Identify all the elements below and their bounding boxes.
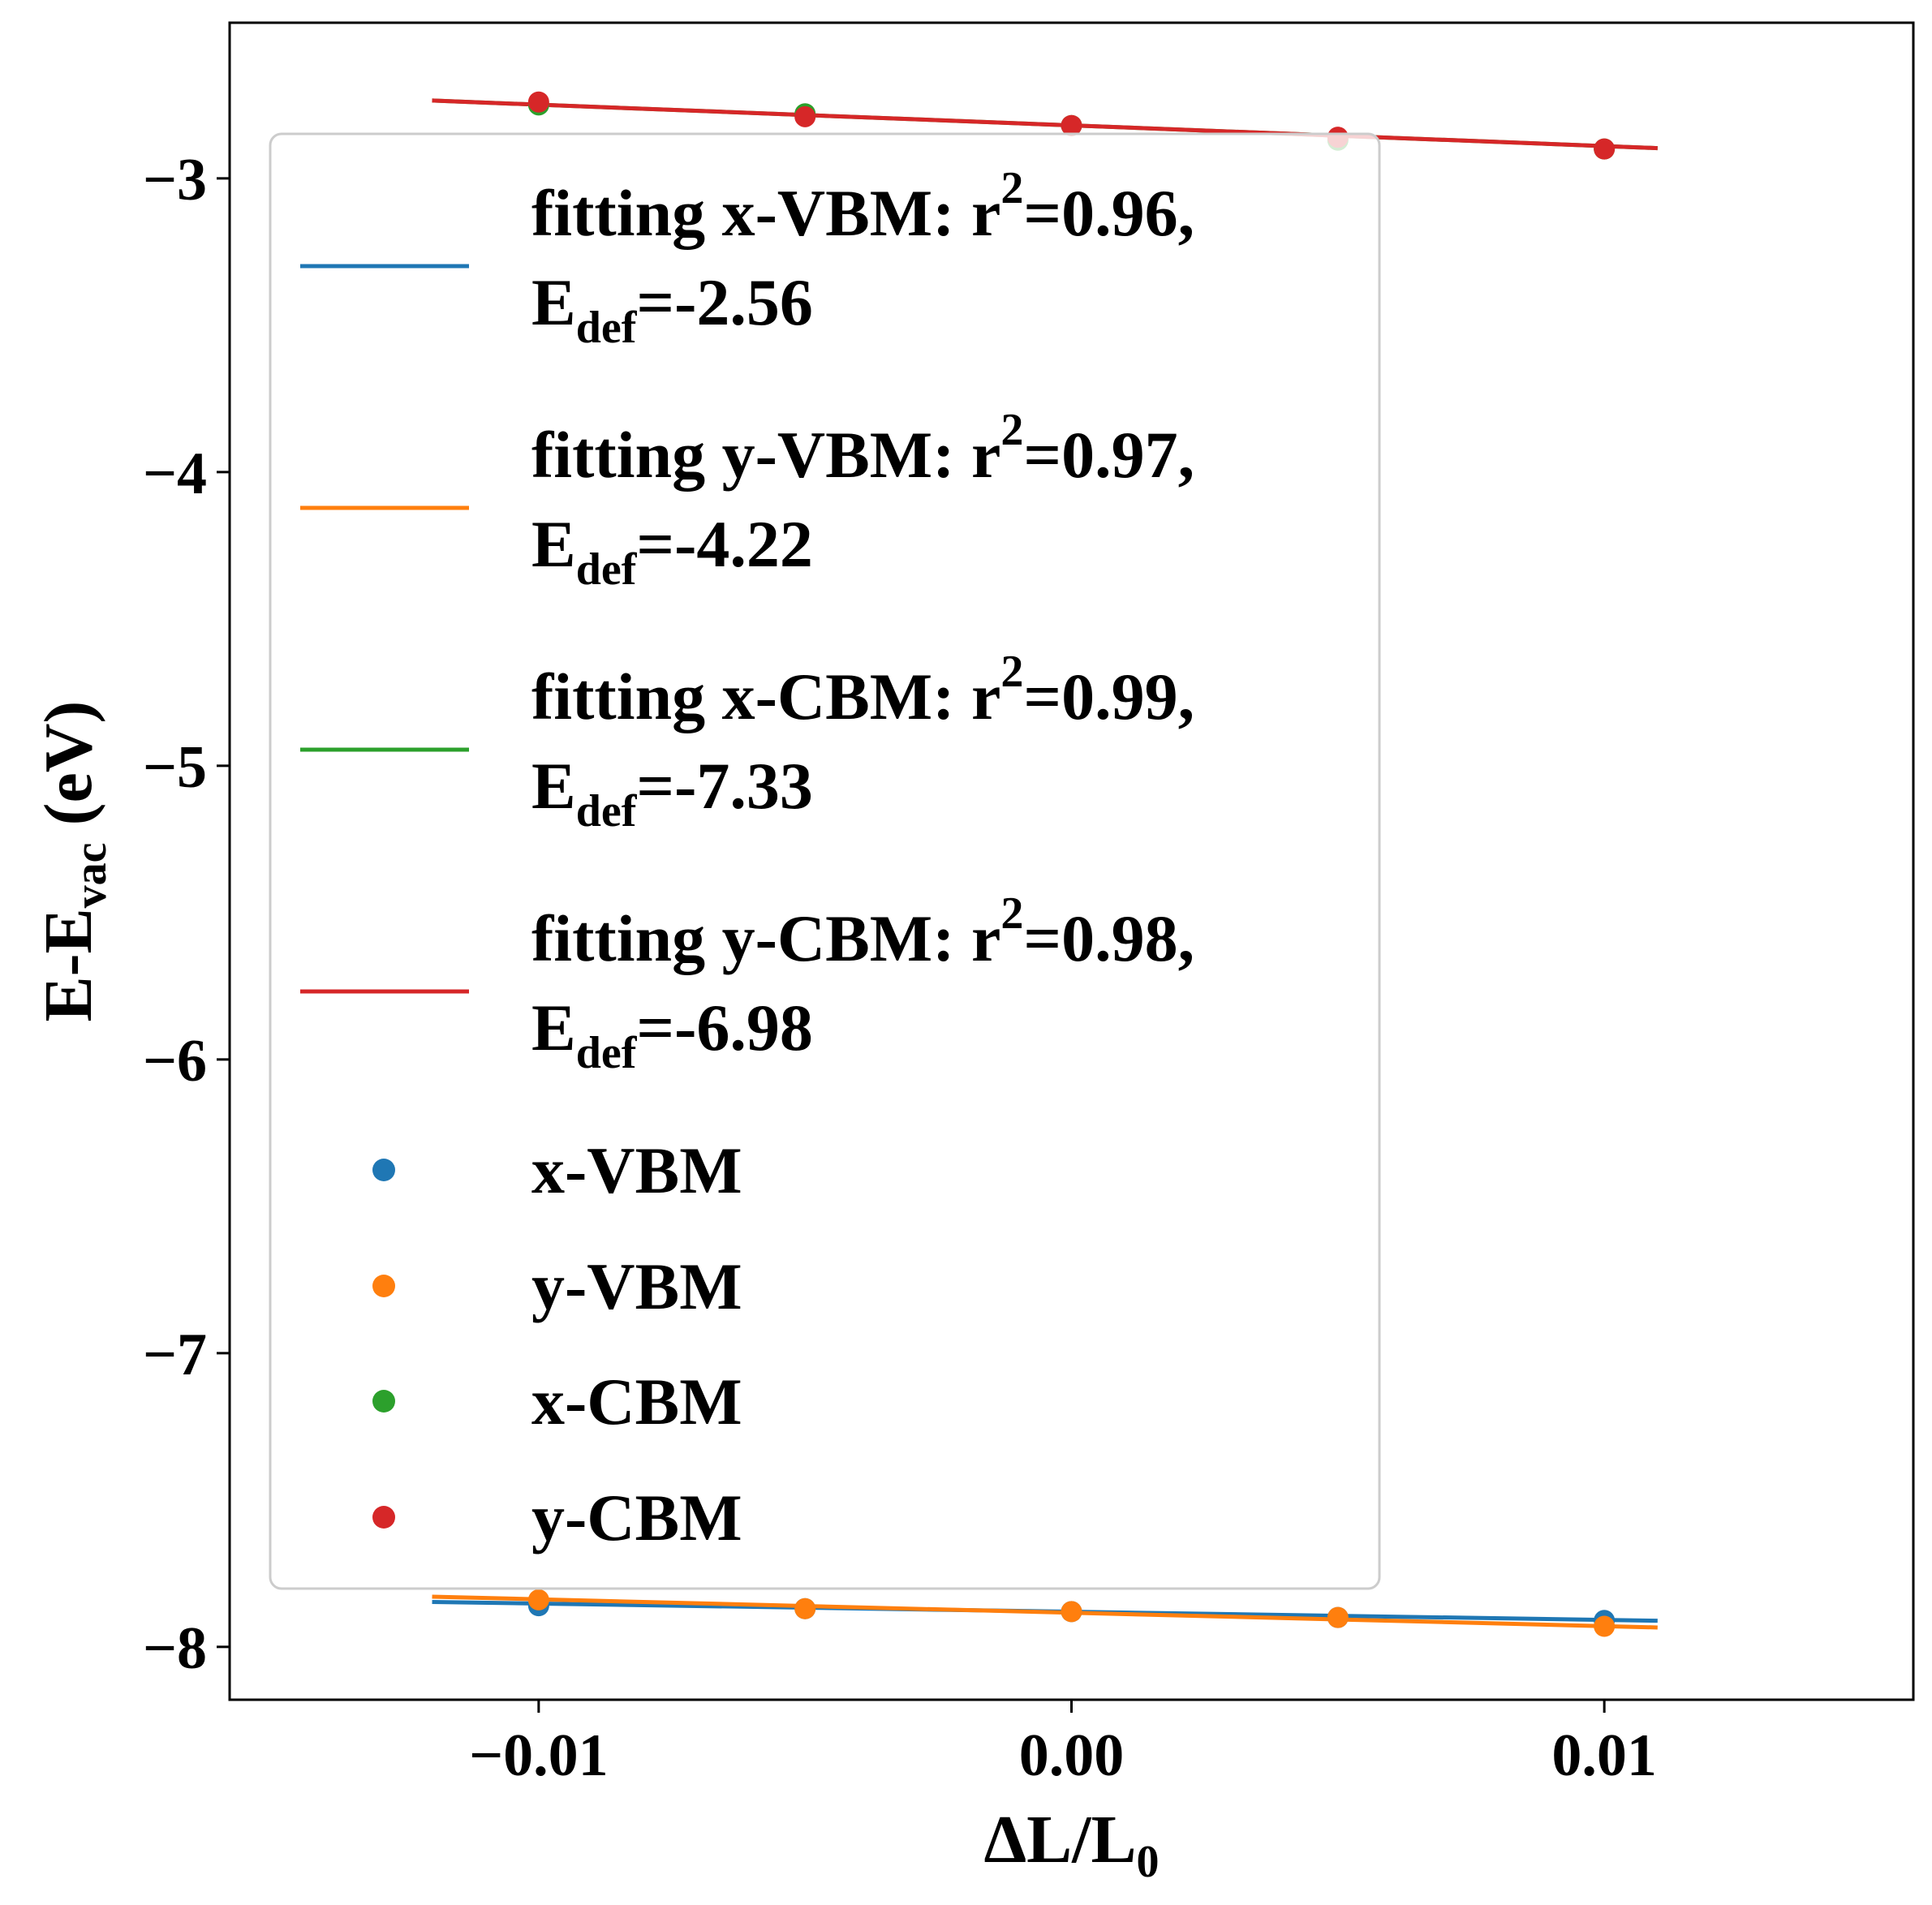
legend-edef-label-y-cbm: Edef=-6.98 — [531, 991, 813, 1078]
legend-edef-subscript: def — [576, 303, 638, 353]
legend-edef-subscript: def — [576, 1028, 638, 1078]
legend-edef-label-x-cbm: Edef=-7.33 — [531, 749, 813, 836]
plot-area — [432, 91, 1658, 1637]
legend-edef-main: E — [531, 991, 576, 1064]
point-y-cbm-0 — [527, 91, 549, 113]
legend-fit-text: fitting y-VBM: r — [531, 418, 1000, 492]
legend-marker-y-vbm — [372, 1275, 395, 1297]
fit-line-y-vbm — [432, 1594, 1658, 1630]
x-axis-label-main: ΔL/L — [983, 1802, 1136, 1877]
axis-ticks: −0.01 0.00 0.01 −3 −4 −5 −6 −7 −8 — [143, 147, 1657, 1789]
legend-fit-text: fitting y-CBM: r — [531, 901, 1000, 975]
x-axis-label: ΔL/L0 — [983, 1802, 1159, 1887]
legend-edef-value: =-2.56 — [636, 265, 813, 339]
point-y-vbm-1 — [794, 1598, 816, 1619]
x-axis-label-subscript: 0 — [1137, 1837, 1160, 1887]
legend-edef-value: =-7.33 — [636, 749, 813, 823]
legend-marker-x-cbm — [372, 1390, 395, 1413]
point-y-vbm-3 — [1327, 1606, 1349, 1628]
legend-label-x-cbm: x-CBM — [531, 1365, 742, 1438]
x-tick-label-1: 0.00 — [1019, 1722, 1125, 1789]
legend-label-x-vbm: x-VBM — [531, 1133, 742, 1207]
legend-marker-x-vbm — [372, 1159, 395, 1181]
legend-box — [269, 132, 1381, 1590]
legend-edef-subscript: def — [576, 544, 638, 595]
legend-fit-label-x-cbm: fitting x-CBM: r2=0.99, — [531, 647, 1194, 733]
legend-fit-superscript: 2 — [1000, 888, 1023, 939]
point-y-vbm-2 — [1061, 1601, 1082, 1623]
x-tick-label-2: 0.01 — [1551, 1722, 1657, 1789]
point-y-cbm-4 — [1594, 138, 1616, 160]
point-y-vbm-4 — [1594, 1615, 1616, 1637]
legend-edef-label-x-vbm: Edef=-2.56 — [531, 265, 813, 353]
y-tick-label-3: −6 — [143, 1028, 207, 1094]
legend-fit-text: fitting x-VBM: r — [531, 176, 1000, 250]
y-axis-label: E-Evac (eV) — [31, 701, 116, 1022]
legend-edef-value: =-6.98 — [636, 991, 813, 1064]
point-y-cbm-1 — [794, 105, 816, 127]
y-axis-label-subscript: vac — [66, 843, 116, 909]
legend-fit-superscript: 2 — [1000, 647, 1023, 697]
y-tick-label-1: −4 — [143, 441, 207, 507]
legend-fit-r2: =0.96, — [1023, 176, 1194, 250]
legend-fit-text: fitting x-CBM: r — [531, 660, 1000, 733]
legend-fit-label-y-vbm: fitting y-VBM: r2=0.97, — [531, 405, 1194, 492]
legend-edef-subscript: def — [576, 786, 638, 836]
legend-label-y-vbm: y-VBM — [531, 1249, 742, 1323]
legend-fit-r2: =0.98, — [1023, 901, 1194, 975]
legend-fit-superscript: 2 — [1000, 163, 1023, 213]
legend-edef-main: E — [531, 265, 576, 339]
x-tick-label-0: −0.01 — [469, 1722, 609, 1789]
legend-entries: fitting x-VBM: r2=0.96,Edef=-2.56fitting… — [300, 163, 1194, 1555]
legend-label-y-cbm: y-CBM — [531, 1481, 742, 1555]
y-tick-label-4: −7 — [143, 1322, 207, 1388]
y-tick-label-2: −5 — [143, 734, 207, 801]
y-tick-label-5: −8 — [143, 1615, 207, 1682]
legend-edef-value: =-4.22 — [636, 507, 813, 581]
legend: fitting x-VBM: r2=0.96,Edef=-2.56fitting… — [269, 132, 1381, 1590]
legend-edef-main: E — [531, 507, 576, 581]
fit-line-y-cbm — [432, 98, 1658, 151]
legend-fit-r2: =0.97, — [1023, 418, 1194, 492]
legend-marker-y-cbm — [372, 1506, 395, 1529]
legend-fit-r2: =0.99, — [1023, 660, 1194, 733]
legend-fit-label-y-cbm: fitting y-CBM: r2=0.98, — [531, 888, 1194, 975]
legend-fit-superscript: 2 — [1000, 405, 1023, 455]
legend-edef-label-y-vbm: Edef=-4.22 — [531, 507, 813, 595]
point-y-cbm-2 — [1061, 114, 1082, 136]
y-tick-label-0: −3 — [143, 147, 207, 213]
y-axis-label-unit — [31, 826, 106, 843]
point-y-vbm-0 — [527, 1589, 549, 1610]
legend-edef-main: E — [531, 749, 576, 823]
y-axis-label-main: E-E — [31, 908, 106, 1021]
y-axis-label-unit-text: (eV) — [31, 701, 106, 826]
legend-fit-label-x-vbm: fitting x-VBM: r2=0.96, — [531, 163, 1194, 250]
